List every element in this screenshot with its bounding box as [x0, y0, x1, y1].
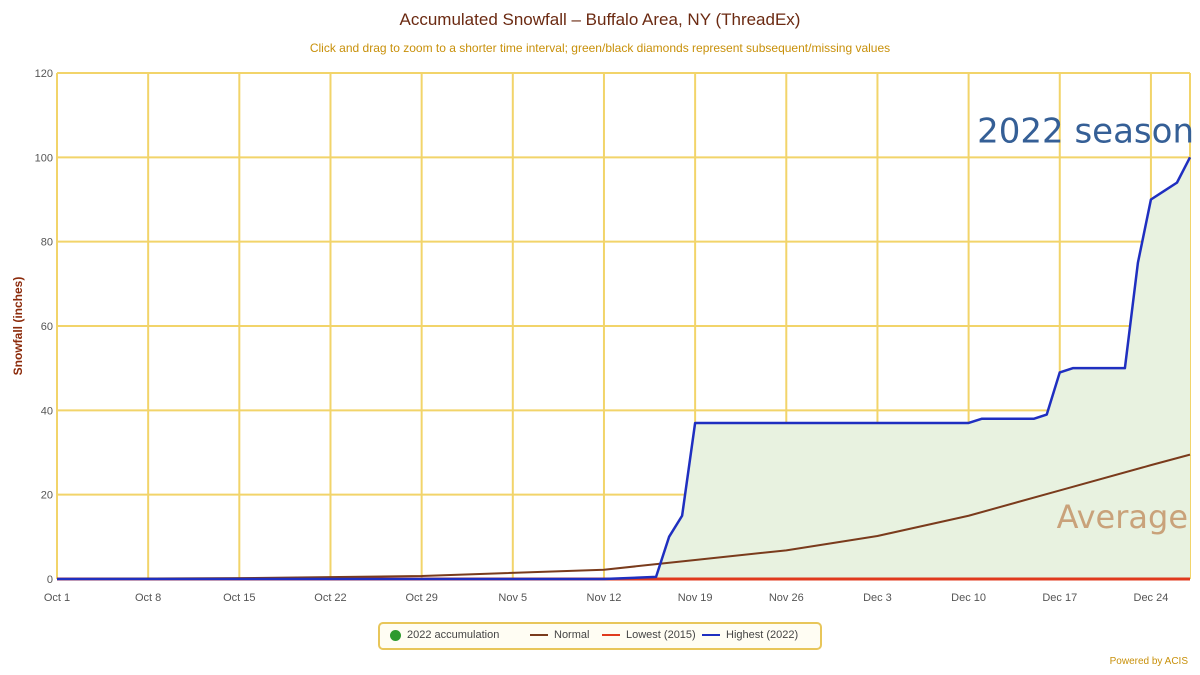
legend-label: 2022 accumulation: [407, 629, 500, 641]
legend-label: Lowest (2015): [626, 629, 696, 641]
x-tick-label: Oct 15: [223, 592, 255, 604]
accumulation-swatch-icon: [390, 629, 401, 641]
legend-item-normal[interactable]: Normal: [530, 629, 589, 641]
legend-label: Normal: [554, 629, 590, 641]
y-tick-label: 120: [35, 68, 53, 80]
y-tick-label: 20: [41, 490, 53, 502]
lowest-line-icon: [602, 634, 620, 636]
highest-line: [57, 156, 1192, 581]
y-tick-label: 100: [35, 152, 53, 164]
legend-item-highest[interactable]: Highest (2022): [702, 629, 798, 641]
powered-by-credit[interactable]: Powered by ACIS: [1109, 656, 1188, 667]
x-tick-label: Oct 8: [135, 592, 161, 604]
y-tick-label: 60: [41, 321, 53, 333]
chart-legend[interactable]: 2022 accumulation Normal Lowest (2015) H…: [378, 622, 822, 650]
x-tick-label: Nov 12: [587, 592, 622, 604]
x-tick-label: Oct 22: [314, 592, 346, 604]
x-tick-label: Nov 26: [769, 592, 804, 604]
x-tick-label: Dec 24: [1134, 592, 1169, 604]
y-tick-label: 40: [41, 405, 53, 417]
x-tick-label: Nov 5: [498, 592, 527, 604]
x-tick-label: Nov 19: [678, 592, 713, 604]
x-tick-label: Dec 3: [863, 592, 892, 604]
normal-line: [56, 453, 1191, 580]
chart-title: Accumulated Snowfall – Buffalo Area, NY …: [399, 10, 801, 29]
normal-line-icon: [530, 634, 548, 636]
chart-subtitle: Click and drag to zoom to a shorter time…: [309, 41, 891, 55]
accumulation-area: [57, 157, 1190, 580]
y-axis-label: Snowfall (inches): [11, 277, 25, 376]
x-tick-label: Oct 1: [44, 592, 70, 604]
highest-line-icon: [702, 634, 720, 636]
legend-item-accumulation[interactable]: 2022 accumulation: [390, 629, 499, 641]
x-tick-label: Dec 10: [951, 592, 986, 604]
x-tick-label: Oct 29: [405, 592, 437, 604]
y-tick-label: 80: [41, 237, 53, 249]
legend-item-lowest[interactable]: Lowest (2015): [602, 629, 696, 641]
legend-label: Highest (2022): [726, 629, 799, 641]
y-tick-label: 0: [47, 574, 53, 586]
annotation-average: Average: [1057, 498, 1188, 536]
x-tick-label: Dec 17: [1042, 592, 1077, 604]
annotation-2022-season: 2022 season: [977, 111, 1194, 151]
